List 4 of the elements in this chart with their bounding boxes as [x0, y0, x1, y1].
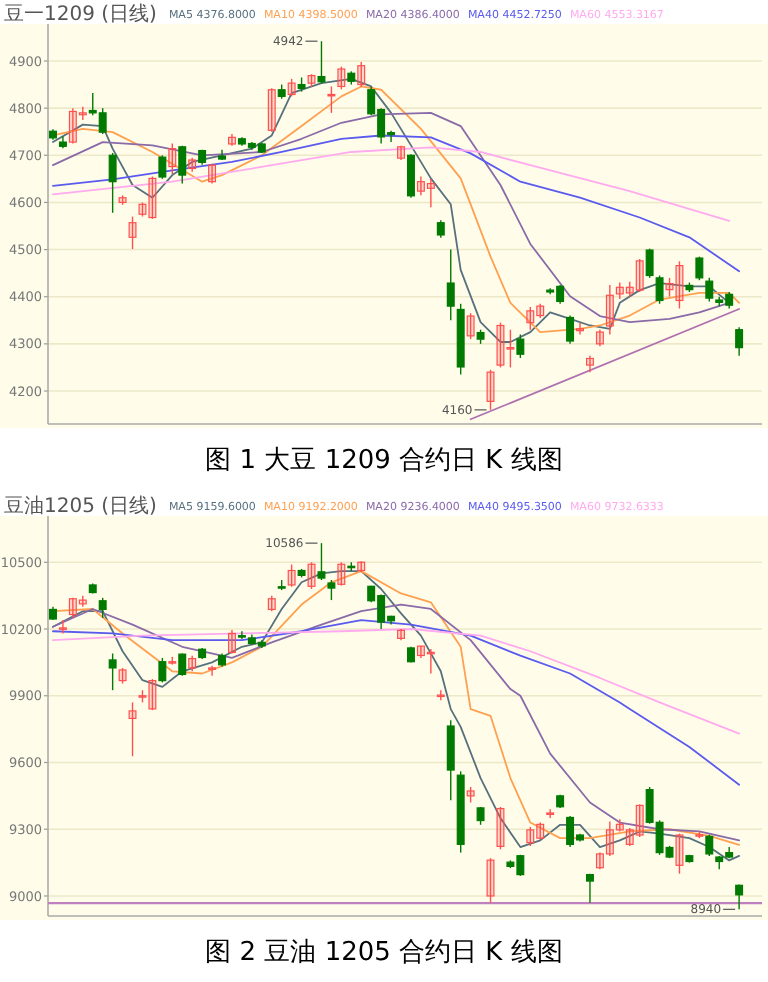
text: 图 2 豆油 1205 合约日 K 线图	[205, 938, 563, 968]
chart-title: 豆油1205 (日线)	[4, 494, 158, 518]
chart-title: 豆一1209 (日线)	[4, 2, 158, 26]
text: 图 1 大豆 1209 合约日 K 线图	[205, 446, 563, 476]
